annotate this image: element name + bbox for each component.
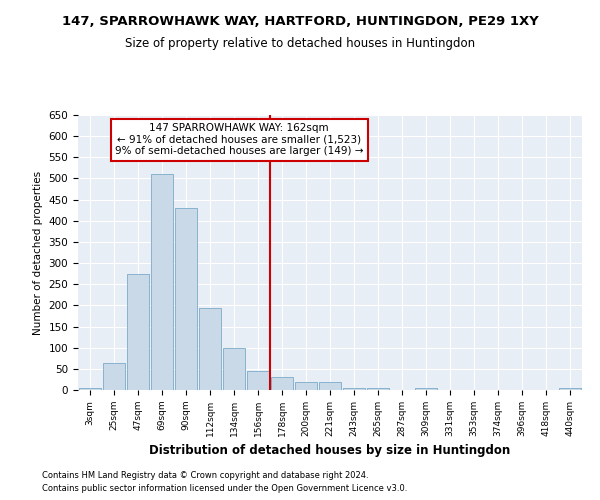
Bar — [103, 362, 125, 390]
Y-axis label: Number of detached properties: Number of detached properties — [33, 170, 43, 334]
Bar — [199, 308, 221, 390]
Bar — [295, 382, 317, 390]
Bar — [271, 378, 293, 390]
Bar — [223, 348, 245, 390]
Bar — [319, 382, 341, 390]
Text: Contains public sector information licensed under the Open Government Licence v3: Contains public sector information licen… — [42, 484, 407, 493]
Bar — [367, 388, 389, 390]
Bar — [151, 174, 173, 390]
Bar — [175, 208, 197, 390]
Text: Contains HM Land Registry data © Crown copyright and database right 2024.: Contains HM Land Registry data © Crown c… — [42, 470, 368, 480]
Bar — [79, 388, 101, 390]
Bar — [559, 388, 581, 390]
Text: 147 SPARROWHAWK WAY: 162sqm
← 91% of detached houses are smaller (1,523)
9% of s: 147 SPARROWHAWK WAY: 162sqm ← 91% of det… — [115, 123, 364, 156]
Bar — [343, 388, 365, 390]
X-axis label: Distribution of detached houses by size in Huntingdon: Distribution of detached houses by size … — [149, 444, 511, 458]
Text: 147, SPARROWHAWK WAY, HARTFORD, HUNTINGDON, PE29 1XY: 147, SPARROWHAWK WAY, HARTFORD, HUNTINGD… — [62, 15, 538, 28]
Text: Size of property relative to detached houses in Huntingdon: Size of property relative to detached ho… — [125, 38, 475, 51]
Bar — [247, 371, 269, 390]
Bar — [415, 388, 437, 390]
Bar — [127, 274, 149, 390]
